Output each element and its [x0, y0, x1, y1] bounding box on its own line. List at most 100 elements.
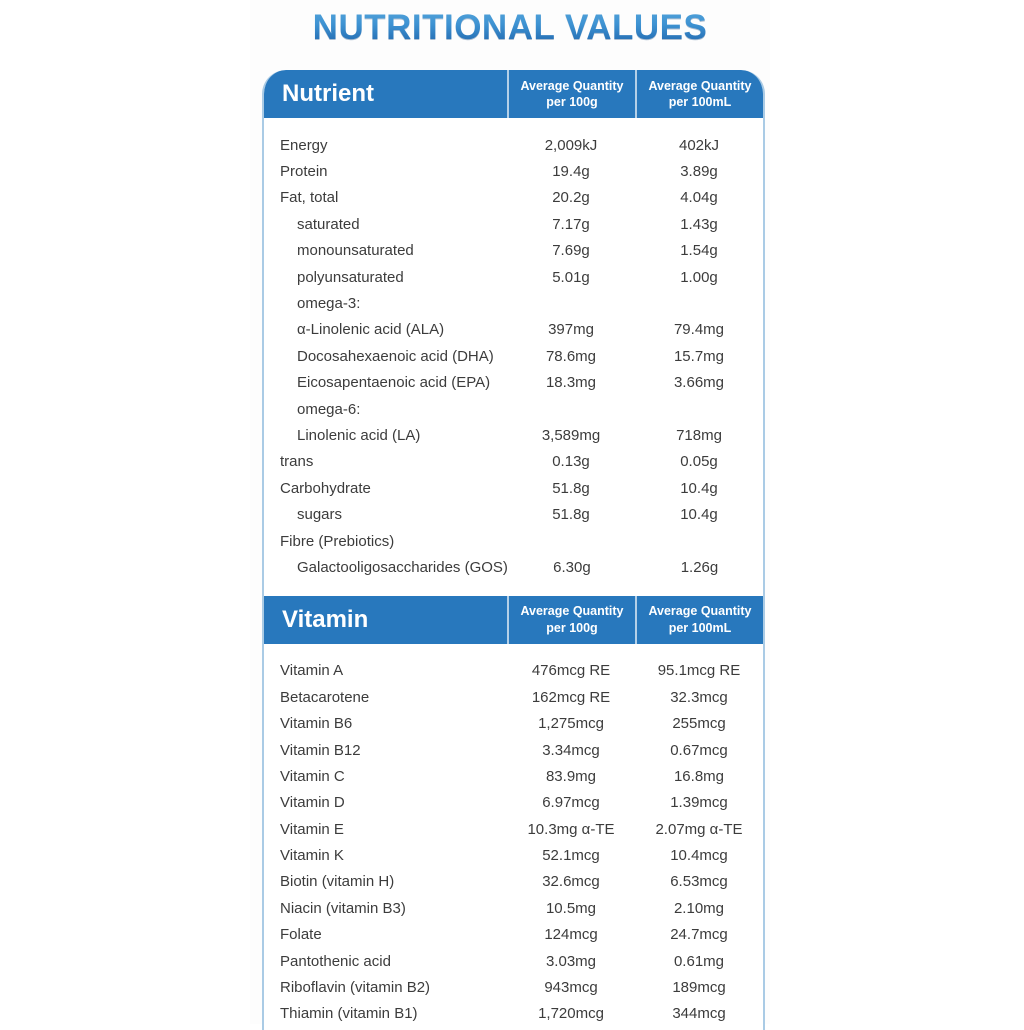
row-label: Vitamin K: [280, 847, 344, 865]
value-per-100g: 162mcg RE: [531, 688, 611, 706]
row-label: omega-3:: [297, 295, 361, 313]
value-per-100ml: 4.04g: [680, 189, 718, 207]
column-header-per-100g: Average Quantity per 100g: [507, 70, 635, 118]
table-row: Riboflavin (vitamin B2) 943mcg 189mcg: [264, 974, 763, 1000]
table-row: Energy 2,009kJ 402kJ: [264, 132, 763, 158]
table-row: Folate 124mcg 24.7mcg: [264, 922, 763, 948]
value-per-100g: 51.8g: [552, 506, 590, 524]
row-label: saturated: [297, 215, 360, 233]
table-row: omega-3:: [264, 290, 763, 316]
value-per-100g: 6.97mcg: [542, 794, 600, 812]
table-row: Linolenic acid (LA) 3,589mg 718mg: [264, 422, 763, 448]
value-per-100g: 32.6mcg: [542, 873, 600, 891]
value-per-100ml: 10.4g: [680, 479, 718, 497]
row-label: Galactooligosaccharides (GOS): [297, 558, 508, 576]
table-row: Eicosapentaenoic acid (EPA) 18.3mg 3.66mg: [264, 370, 763, 396]
section-header-vitamin: Vitamin Average Quantity per 100g Average …: [264, 595, 763, 644]
table-row: Pantothenic acid 3.03mg 0.61mg: [264, 948, 763, 974]
content-panel: NUTRITIONAL VALUES Nutrient Average Quant…: [250, 0, 770, 1030]
value-per-100g: 0.13g: [552, 453, 590, 471]
value-per-100ml: 402kJ: [678, 136, 720, 154]
table-row: Fat, total 20.2g 4.04g: [264, 185, 763, 211]
table-row: Docosahexaenoic acid (DHA) 78.6mg 15.7mg: [264, 343, 763, 369]
table-row: omega-6:: [264, 396, 763, 422]
value-per-100g: 3.34mcg: [542, 741, 600, 759]
value-per-100ml: 0.05g: [680, 453, 718, 471]
value-per-100ml: 0.67mcg: [670, 741, 728, 759]
value-per-100g: 20.2g: [552, 189, 590, 207]
section-title-nutrient: Nutrient: [282, 80, 374, 107]
row-label: Eicosapentaenoic acid (EPA): [297, 374, 491, 392]
row-label: Fat, total: [280, 189, 339, 207]
value-per-100g: 476mcg RE: [531, 662, 611, 680]
value-per-100g: 18.3mg: [545, 374, 597, 392]
value-per-100ml: 718mg: [676, 426, 722, 444]
row-label: monounsaturated: [297, 242, 414, 260]
section-header-nutrient: Nutrient Average Quantity per 100g Average…: [264, 70, 763, 118]
table-row: Vitamin B6 1,275mcg 255mcg: [264, 710, 763, 736]
value-per-100g: 19.4g: [552, 163, 590, 181]
value-per-100ml: 15.7mg: [673, 347, 725, 365]
section-title-vitamin: Vitamin: [282, 605, 369, 633]
value-per-100g: 124mcg: [544, 926, 598, 944]
value-per-100ml: 3.66mg: [673, 374, 725, 392]
column-header-per-100ml: Average Quantity per 100mL: [635, 595, 763, 644]
value-per-100g: 7.69g: [552, 242, 590, 260]
value-per-100ml: 95.1mcg RE: [657, 662, 741, 680]
value-per-100g: 10.5mg: [545, 899, 597, 917]
value-per-100ml: 6.53mcg: [670, 873, 728, 891]
table-row: Niacin (vitamin B3) 10.5mg 2.10mg: [264, 895, 763, 921]
section-body-nutrient: Energy 2,009kJ 402kJ Protein 19.4g 3.89g Fat, …: [264, 118, 763, 584]
table-row: saturated 7.17g 1.43g: [264, 211, 763, 237]
row-label: sugars: [297, 506, 343, 524]
value-per-100ml: 1.43g: [680, 215, 718, 233]
value-per-100ml: 32.3mcg: [670, 688, 728, 706]
value-per-100g: 397mg: [548, 321, 594, 339]
table-row: α-Linolenic acid (ALA) 397mg 79.4mg: [264, 317, 763, 343]
row-label: α-Linolenic acid (ALA): [297, 321, 445, 339]
value-per-100ml: 0.61mg: [673, 952, 725, 970]
row-label: Riboflavin (vitamin B2): [280, 979, 431, 997]
value-per-100g: 51.8g: [552, 479, 590, 497]
value-per-100ml: 255mcg: [672, 715, 726, 733]
table-row: sugars 51.8g 10.4g: [264, 501, 763, 527]
value-per-100g: 3.03mg: [545, 952, 597, 970]
value-per-100ml: 1.54g: [680, 242, 718, 260]
row-label: Betacarotene: [280, 688, 370, 706]
table-row: polyunsaturated 5.01g 1.00g: [264, 264, 763, 290]
row-label: polyunsaturated: [297, 268, 404, 286]
value-per-100g: 83.9mg: [545, 767, 597, 785]
row-label: Vitamin A: [280, 662, 344, 680]
table-row: Betacarotene 162mcg RE 32.3mcg: [264, 684, 763, 710]
row-label: Fibre (Prebiotics): [280, 532, 395, 550]
value-per-100g: 78.6mg: [545, 347, 597, 365]
section-body-vitamin: Vitamin A 476mcg RE 95.1mcg RE Betacarotene…: [264, 644, 763, 1030]
value-per-100ml: 16.8mg: [673, 767, 725, 785]
table-row: Carbohydrate 51.8g 10.4g: [264, 475, 763, 501]
value-per-100g: 5.01g: [552, 268, 590, 286]
value-per-100g: 1,275mcg: [538, 715, 604, 733]
value-per-100g: 52.1mcg: [542, 847, 600, 865]
table-row: Thiamin (vitamin B1) 1,720mcg 344mcg: [264, 1001, 763, 1027]
row-label: Vitamin B6: [280, 715, 353, 733]
value-per-100ml: 344mcg: [672, 1005, 726, 1023]
value-per-100g: 1,720mcg: [538, 1005, 604, 1023]
table-row: trans 0.13g 0.05g: [264, 449, 763, 475]
column-header-per-100g: Average Quantity per 100g: [507, 595, 635, 644]
nutrition-table: Nutrient Average Quantity per 100g Average…: [262, 70, 765, 1030]
value-per-100ml: 2.10mg: [673, 899, 725, 917]
row-label: Carbohydrate: [280, 479, 371, 497]
value-per-100g: 7.17g: [552, 215, 590, 233]
value-per-100ml: 1.26g: [680, 558, 719, 576]
row-label: Vitamin C: [280, 767, 345, 785]
row-label: Energy: [280, 136, 328, 154]
table-row: Biotin (vitamin H) 32.6mcg 6.53mcg: [264, 869, 763, 895]
row-label: Thiamin (vitamin B1): [280, 1005, 418, 1023]
value-per-100g: 6.30g: [553, 558, 591, 576]
value-per-100g: 943mcg: [544, 979, 598, 997]
row-label: Protein: [280, 163, 328, 181]
value-per-100ml: 10.4g: [680, 506, 718, 524]
row-label: Niacin (vitamin B3): [280, 899, 406, 917]
table-row: Fibre (Prebiotics): [264, 528, 763, 554]
value-per-100ml: 1.00g: [680, 268, 718, 286]
